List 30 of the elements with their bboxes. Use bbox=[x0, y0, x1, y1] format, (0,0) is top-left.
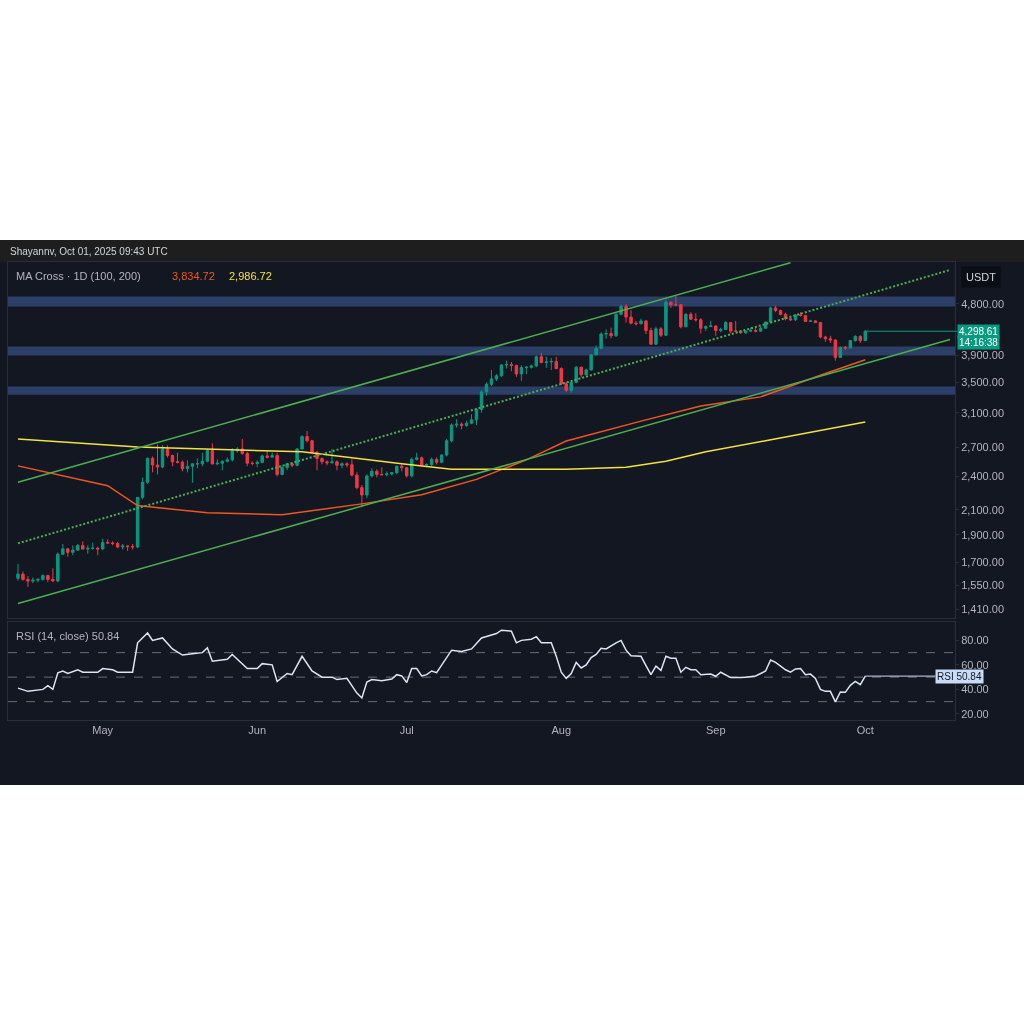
x-tick-label: Sep bbox=[705, 724, 726, 737]
y-tick-label: 1,410.00 bbox=[961, 602, 1005, 615]
y-tick-label: 60.00 bbox=[961, 658, 989, 671]
x-tick-label: May bbox=[92, 724, 114, 737]
text: RSI (14, close) 50.84 bbox=[16, 630, 120, 642]
y-tick-label: 20.00 bbox=[961, 707, 989, 720]
y-tick-label: 2,400.00 bbox=[961, 470, 1005, 483]
y-tick-label: 3,100.00 bbox=[961, 406, 1005, 419]
y-tick-label: 4,800.00 bbox=[961, 297, 1005, 310]
x-tick-label: Aug bbox=[551, 724, 572, 737]
annotation: RSI 50.84 bbox=[937, 671, 982, 682]
x-tick-label: Jun bbox=[248, 724, 267, 737]
text: USDT bbox=[966, 271, 997, 283]
text: 3,834.72 bbox=[172, 270, 215, 282]
x-tick-label: Jul bbox=[399, 724, 414, 737]
text: 14:16:38 bbox=[959, 337, 999, 348]
y-tick-label: 2,100.00 bbox=[961, 503, 1005, 516]
text: MA Cross · 1D (100, 200) bbox=[16, 270, 141, 282]
y-tick-label: 3,900.00 bbox=[961, 349, 1005, 362]
annotation: 4,298.61 bbox=[959, 326, 999, 337]
y-tick-label: 40.00 bbox=[961, 683, 989, 696]
y-tick-label: 3,500.00 bbox=[961, 376, 1005, 389]
y-tick-label: 2,700.00 bbox=[961, 440, 1005, 453]
chart-subtitle: Shayannv, Oct 01, 2025 09:43 UTC bbox=[10, 246, 168, 257]
y-tick-label: 1,900.00 bbox=[961, 528, 1005, 541]
x-tick-label: Oct bbox=[856, 724, 874, 737]
y-tick-label: 1,700.00 bbox=[961, 556, 1005, 569]
y-tick-label: 1,550.00 bbox=[961, 579, 1005, 592]
y-tick-label: 80.00 bbox=[961, 634, 989, 647]
text: 2,986.72 bbox=[229, 270, 272, 282]
